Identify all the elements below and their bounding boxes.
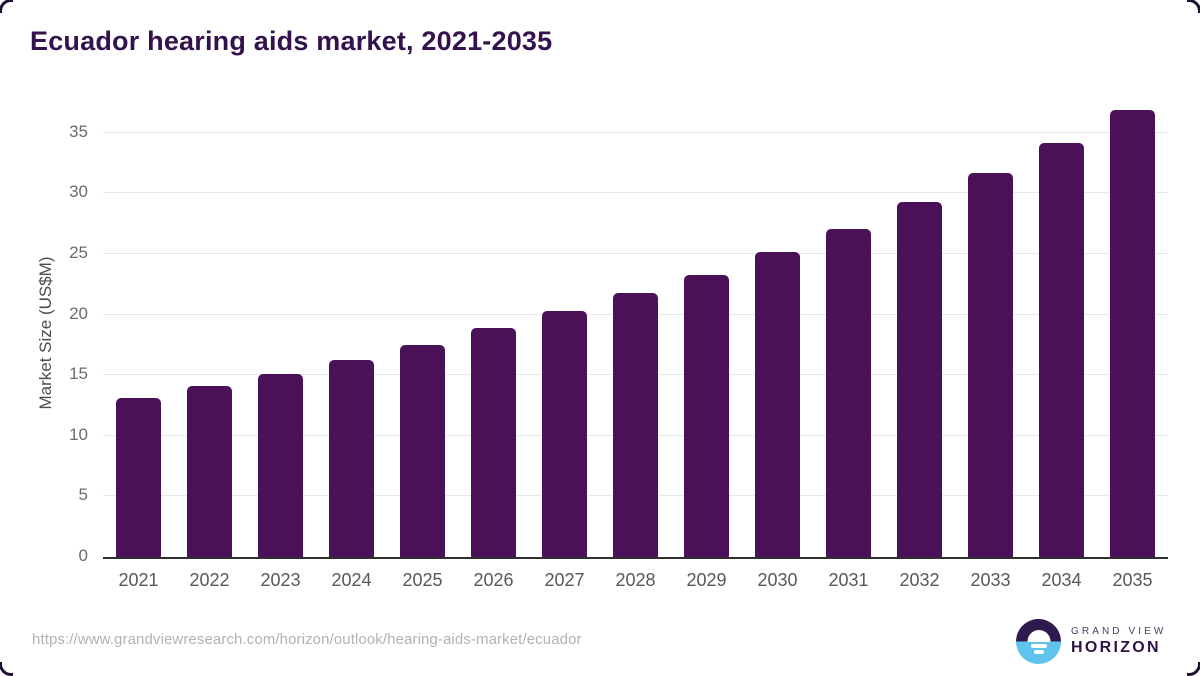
x-tick-label-2033: 2033 bbox=[970, 570, 1011, 590]
bar-column-2030: 2030 bbox=[742, 107, 813, 590]
y-tick-label-30: 30 bbox=[69, 182, 88, 202]
bar-column-2029: 2029 bbox=[671, 107, 742, 590]
bar-column-2022: 2022 bbox=[174, 107, 245, 590]
bar-2030 bbox=[755, 251, 800, 557]
bar-2026 bbox=[471, 328, 516, 557]
x-tick-label-2024: 2024 bbox=[331, 570, 372, 590]
x-tick-label-2022: 2022 bbox=[189, 570, 230, 590]
logo-text-horizon: HORIZON bbox=[1071, 639, 1161, 656]
bar-column-2026: 2026 bbox=[458, 107, 529, 590]
logo-wordmark: GRAND VIEW HORIZON bbox=[1071, 626, 1166, 657]
bar-2021 bbox=[116, 398, 161, 557]
bar-column-2024: 2024 bbox=[316, 107, 387, 590]
bar-2028 bbox=[613, 292, 658, 557]
y-tick-label-15: 15 bbox=[69, 364, 88, 384]
x-tick-label-2023: 2023 bbox=[260, 570, 301, 590]
x-tick-label-2027: 2027 bbox=[544, 570, 585, 590]
bar-2027 bbox=[542, 311, 587, 557]
gridline-y-35 bbox=[103, 131, 1168, 133]
y-tick-label-20: 20 bbox=[69, 303, 88, 323]
corner-border-top-right bbox=[1187, 0, 1200, 13]
bar-2033 bbox=[968, 172, 1013, 557]
gridline-y-25 bbox=[103, 253, 1168, 255]
horizon-sun-icon bbox=[1016, 619, 1061, 664]
bar-column-2027: 2027 bbox=[529, 107, 600, 590]
bar-column-2021: 2021 bbox=[103, 107, 174, 590]
corner-border-top-left bbox=[0, 0, 13, 13]
bar-column-2025: 2025 bbox=[387, 107, 458, 590]
x-tick-label-2034: 2034 bbox=[1041, 570, 1082, 590]
x-tick-label-2031: 2031 bbox=[828, 570, 869, 590]
bar-2029 bbox=[684, 274, 729, 557]
x-tick-label-2028: 2028 bbox=[615, 570, 656, 590]
sun-reflection-line-1 bbox=[1030, 644, 1047, 648]
sun-reflection-line-2 bbox=[1033, 650, 1044, 654]
x-tick-label-2021: 2021 bbox=[118, 570, 159, 590]
bar-column-2035: 2035 bbox=[1097, 107, 1168, 590]
bar-2024 bbox=[329, 359, 374, 557]
y-tick-label-0: 0 bbox=[78, 546, 88, 565]
x-tick-label-2025: 2025 bbox=[402, 570, 443, 590]
bar-2035 bbox=[1110, 109, 1155, 557]
bar-column-2031: 2031 bbox=[813, 107, 884, 590]
bar-2031 bbox=[826, 228, 871, 557]
y-tick-label-5: 5 bbox=[78, 485, 88, 505]
bar-series: 2021 2022 2023 2024 2025 2026 2027 2028 2029 2030… bbox=[103, 107, 1168, 590]
y-tick-label-25: 25 bbox=[69, 243, 88, 263]
logo-text-grand-view: GRAND VIEW bbox=[1071, 626, 1167, 637]
bar-2025 bbox=[400, 344, 445, 557]
bar-column-2033: 2033 bbox=[955, 107, 1026, 590]
chart-title: Ecuador hearing aids market, 2021-2035 bbox=[30, 26, 553, 56]
bar-2032 bbox=[897, 201, 942, 557]
y-tick-label-35: 35 bbox=[69, 121, 88, 141]
bar-2022 bbox=[187, 386, 232, 557]
source-url: https://www.grandviewresearch.com/horizo… bbox=[32, 631, 582, 648]
sun-dome-shape bbox=[1027, 630, 1050, 642]
x-tick-label-2030: 2030 bbox=[757, 570, 798, 590]
x-tick-label-2035: 2035 bbox=[1112, 570, 1153, 590]
x-tick-label-2026: 2026 bbox=[473, 570, 514, 590]
grand-view-horizon-logo: GRAND VIEW HORIZON bbox=[1016, 619, 1166, 664]
bar-column-2028: 2028 bbox=[600, 107, 671, 590]
corner-border-bottom-left bbox=[0, 662, 13, 676]
corner-border-bottom-right bbox=[1187, 662, 1200, 676]
plot-area: 0 5 10 15 20 25 30 35 2021 2022 2023 2024 2025 2026 2… bbox=[69, 107, 1168, 590]
bar-column-2023: 2023 bbox=[245, 107, 316, 590]
y-axis-title: Market Size (US$M) bbox=[36, 256, 55, 410]
x-tick-label-2029: 2029 bbox=[686, 570, 727, 590]
bar-column-2034: 2034 bbox=[1026, 107, 1097, 590]
gridline-y-30 bbox=[103, 192, 1168, 194]
bar-column-2032: 2032 bbox=[884, 107, 955, 590]
bar-2034 bbox=[1039, 142, 1084, 557]
bar-2023 bbox=[258, 374, 303, 557]
y-tick-label-10: 10 bbox=[69, 424, 88, 444]
x-tick-label-2032: 2032 bbox=[899, 570, 940, 590]
